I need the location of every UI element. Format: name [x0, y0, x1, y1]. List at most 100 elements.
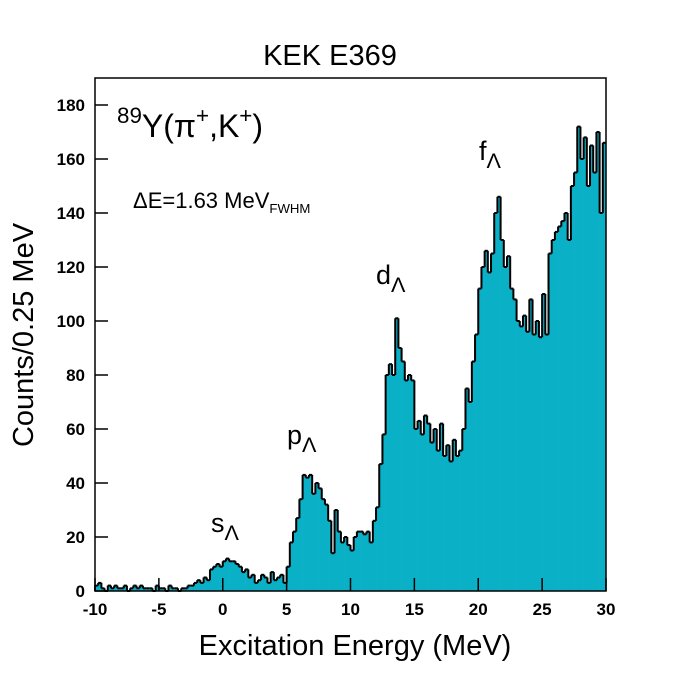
- bar: [580, 159, 584, 591]
- bar: [395, 318, 399, 591]
- annotation-part: FWHM: [269, 201, 310, 216]
- bar: [117, 588, 121, 591]
- bar: [149, 588, 153, 591]
- bar: [465, 388, 469, 591]
- bar: [500, 240, 505, 591]
- bar: [235, 564, 240, 591]
- bar: [481, 267, 485, 591]
- bar: [350, 550, 354, 591]
- bar: [171, 588, 176, 591]
- bar: [491, 253, 495, 591]
- annotation-part: p: [287, 420, 302, 450]
- bar: [305, 477, 310, 591]
- bar: [439, 423, 444, 591]
- bar: [506, 256, 511, 591]
- bar: [583, 137, 588, 591]
- annotation: dΛ: [376, 260, 406, 297]
- bar: [267, 582, 271, 591]
- annotation: ΔE=1.63 MeVFWHM: [133, 188, 310, 216]
- chart-title: KEK E369: [263, 40, 397, 72]
- bar: [344, 537, 348, 591]
- bar: [261, 574, 265, 591]
- bar: [586, 186, 591, 591]
- bar: [452, 439, 457, 591]
- bar: [599, 213, 604, 591]
- bar: [337, 531, 342, 591]
- bar: [366, 531, 370, 591]
- y-tick-label: 80: [66, 366, 85, 385]
- bar: [535, 321, 540, 591]
- bar: [545, 334, 549, 591]
- bar: [206, 580, 211, 591]
- bar: [446, 445, 450, 591]
- bar: [420, 434, 425, 591]
- bar: [554, 231, 559, 591]
- bar: [529, 299, 533, 591]
- bar: [302, 474, 307, 591]
- bar: [194, 582, 198, 591]
- bar: [468, 402, 473, 591]
- bar: [273, 580, 278, 591]
- bar: [219, 566, 224, 591]
- y-tick-label: 0: [76, 582, 85, 601]
- annotation-part: Λ: [302, 432, 317, 457]
- bar: [407, 375, 412, 591]
- bar: [162, 588, 166, 591]
- bar: [146, 588, 150, 591]
- bar: [513, 299, 517, 591]
- bar: [123, 585, 128, 591]
- bar: [293, 531, 297, 591]
- y-axis-label: Counts/0.25 MeV: [8, 222, 40, 447]
- bar: [229, 561, 233, 591]
- bar: [203, 577, 208, 591]
- bar: [181, 588, 185, 591]
- bar: [516, 321, 521, 591]
- bar: [478, 288, 482, 591]
- bar: [133, 585, 137, 591]
- bar: [331, 553, 335, 591]
- bar: [340, 542, 345, 591]
- bar: [95, 585, 99, 591]
- annotation-part: +: [196, 103, 209, 128]
- bar: [590, 145, 594, 591]
- bar: [564, 213, 568, 591]
- bar: [596, 132, 600, 591]
- bar: [280, 574, 284, 591]
- bar: [449, 461, 453, 591]
- bar: [401, 361, 406, 591]
- bar: [321, 499, 326, 591]
- bar: [187, 585, 192, 591]
- bar: [548, 253, 553, 591]
- annotation-part: 89: [117, 103, 142, 128]
- bar: [334, 510, 339, 591]
- bar: [315, 483, 319, 591]
- bar: [155, 585, 160, 591]
- bar: [551, 240, 556, 591]
- bar: [168, 585, 172, 591]
- bar: [385, 375, 390, 591]
- bar: [277, 577, 281, 591]
- bar: [436, 450, 441, 591]
- bar: [296, 518, 300, 591]
- bar: [542, 294, 546, 591]
- y-tick-label: 40: [66, 474, 85, 493]
- bar: [475, 334, 479, 591]
- bar: [232, 561, 236, 591]
- bar: [471, 361, 476, 591]
- bar: [286, 566, 291, 591]
- annotation: sΛ: [211, 508, 240, 545]
- bar: [174, 588, 179, 591]
- bar: [324, 504, 329, 591]
- y-tick-label: 120: [57, 258, 85, 277]
- bar: [379, 464, 383, 591]
- bar: [257, 580, 262, 591]
- bar: [248, 577, 252, 591]
- y-tick-label: 140: [57, 204, 85, 223]
- bar: [484, 250, 489, 592]
- bar: [494, 213, 498, 591]
- annotation-part: ): [252, 108, 263, 144]
- bar: [110, 588, 115, 591]
- bar: [593, 172, 597, 591]
